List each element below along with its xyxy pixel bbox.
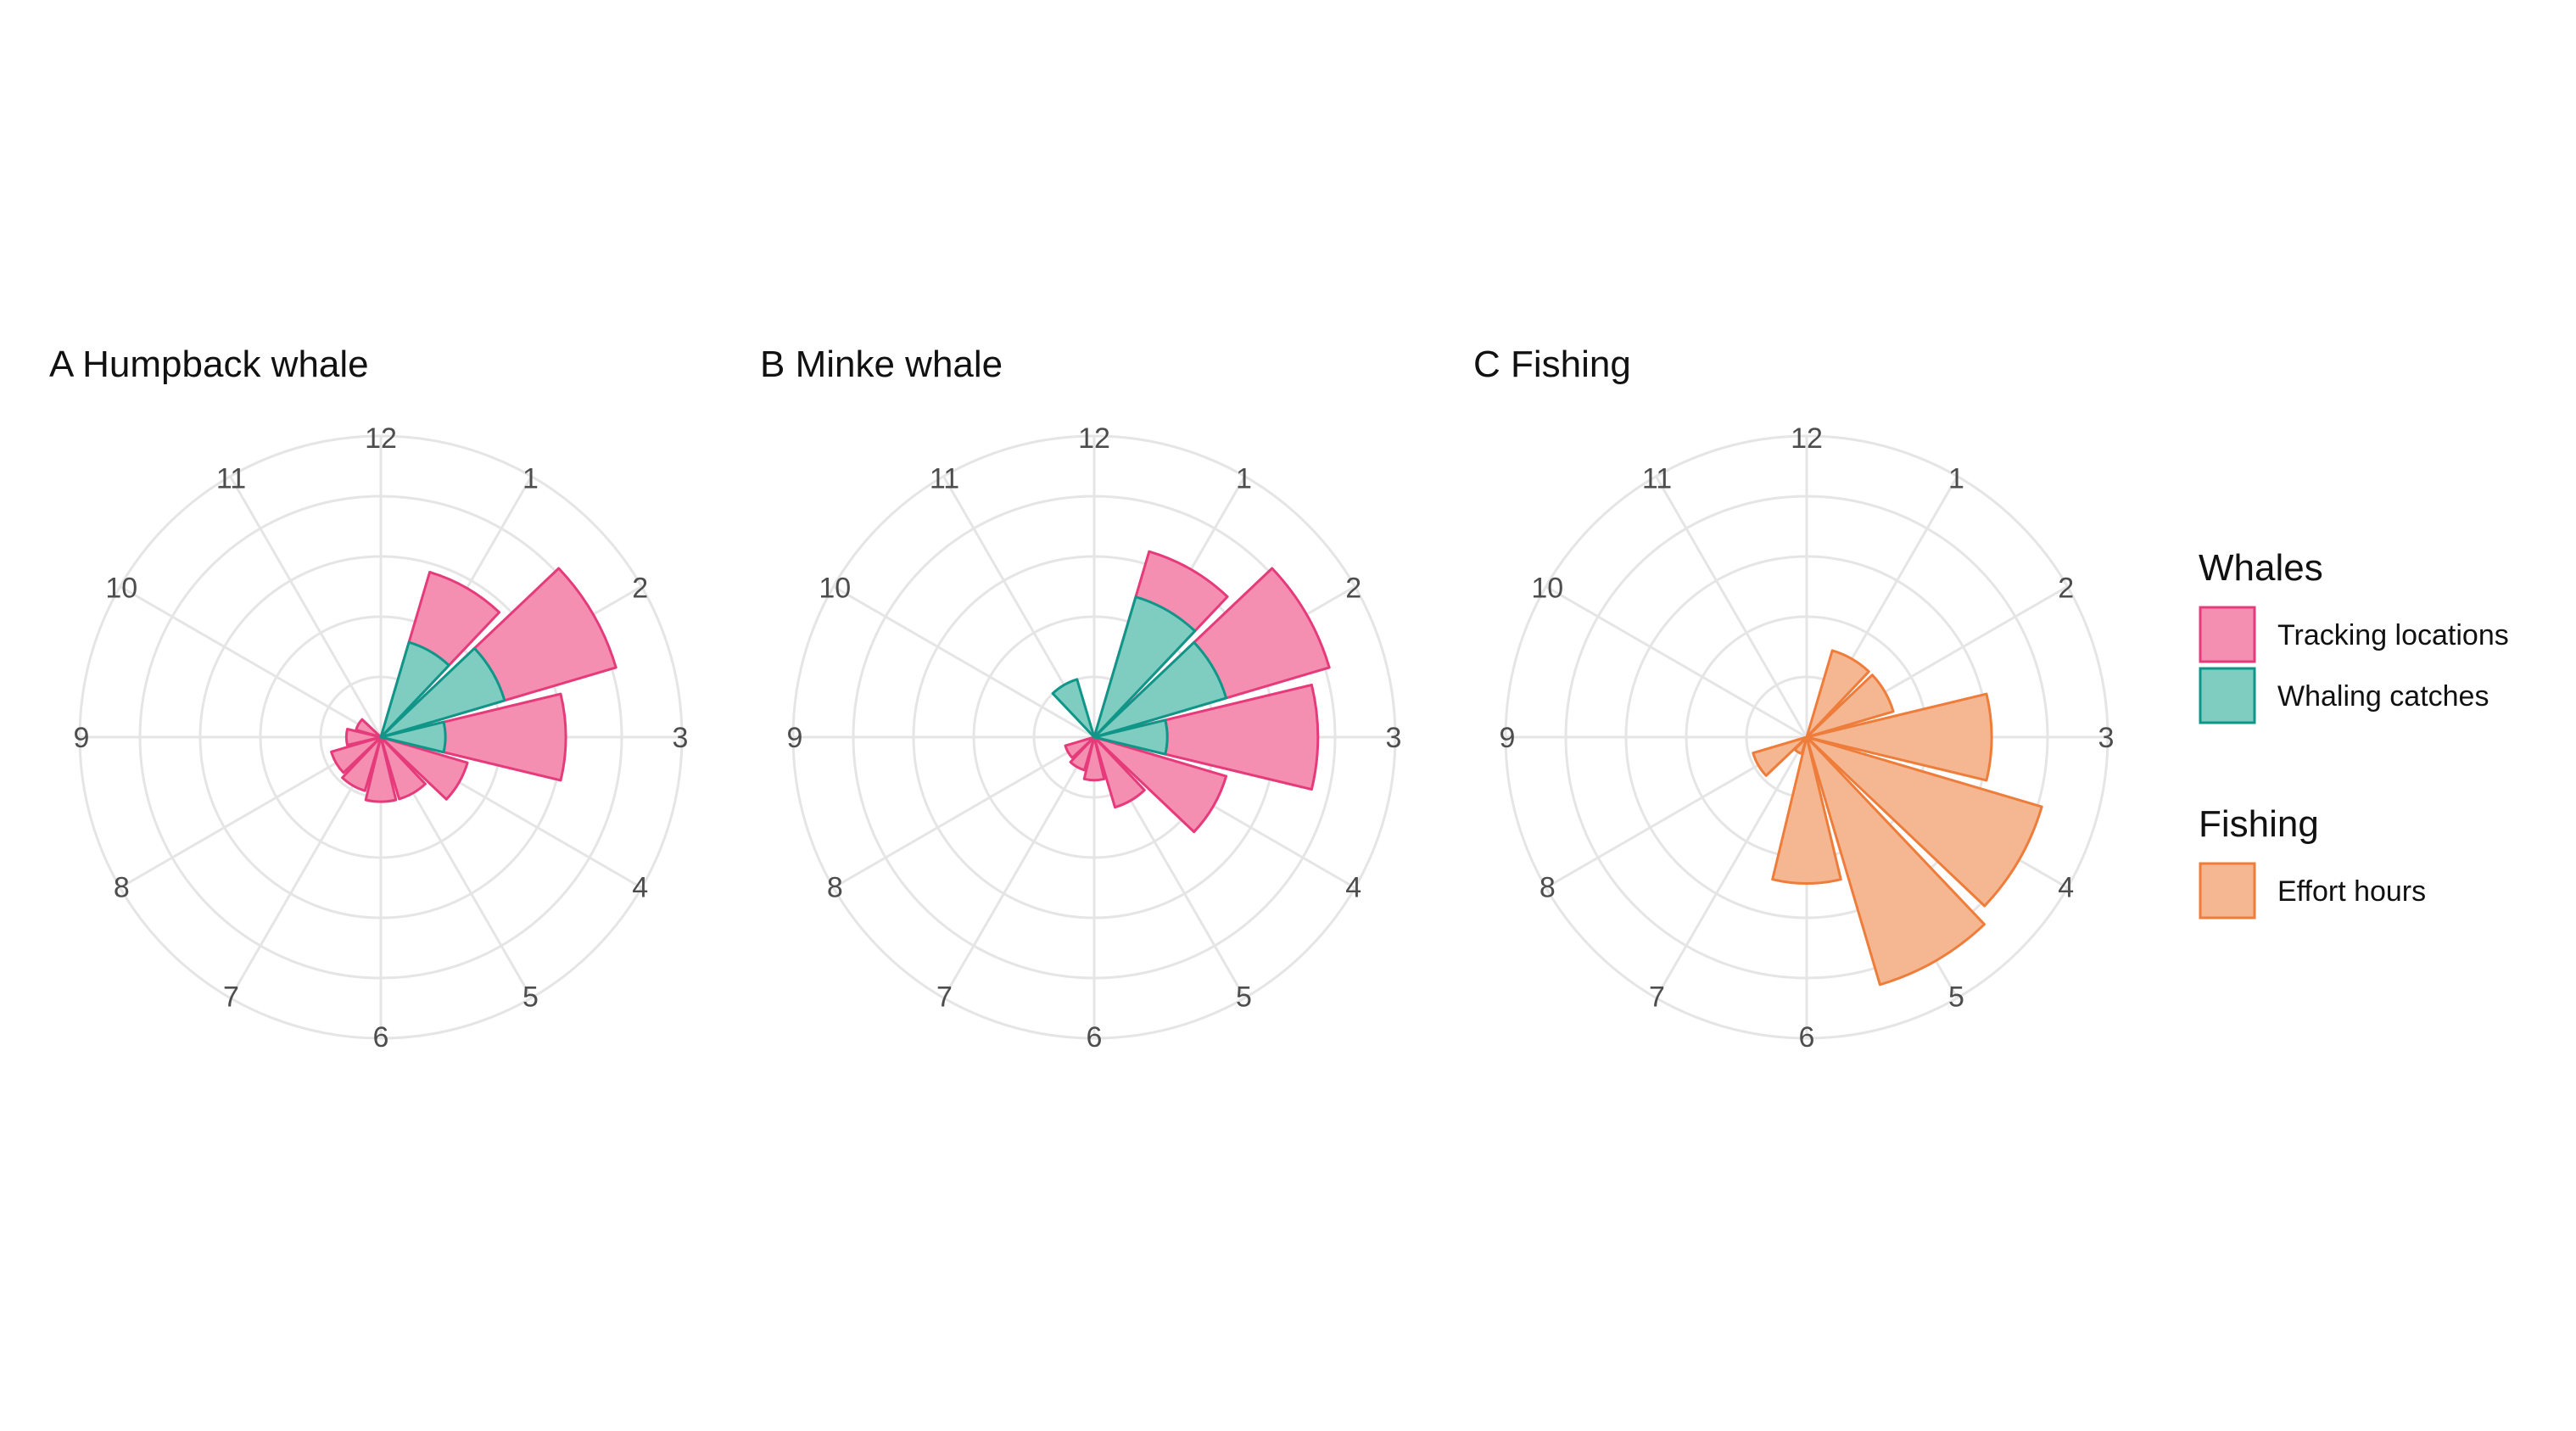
theta-label-7: 7 xyxy=(223,981,239,1014)
bar-tracking-locations-7 xyxy=(341,735,383,792)
bar-tracking-locations-4 xyxy=(1092,735,1228,834)
theta-label-1: 1 xyxy=(1948,462,1964,495)
grid-spoke xyxy=(1655,736,1808,999)
bar-tracking-locations-5 xyxy=(1092,735,1146,809)
bar-whaling-catches-2 xyxy=(379,646,506,739)
theta-label-6: 6 xyxy=(373,1021,389,1054)
theta-label-9: 9 xyxy=(787,722,803,754)
theta-label-6: 6 xyxy=(1799,1021,1815,1054)
legend-label-whaling-catches: Whaling catches xyxy=(2277,680,2489,713)
legend-swatch-whaling-catches xyxy=(2199,667,2256,724)
theta-label-4: 4 xyxy=(2058,872,2074,904)
series-effort-hours xyxy=(1752,649,2043,987)
series-whaling-catches xyxy=(379,640,506,754)
theta-label-4: 4 xyxy=(1345,872,1361,904)
legend-label-tracking-locations: Tracking locations xyxy=(2277,619,2509,651)
grid-spoke xyxy=(1655,475,1808,738)
theta-label-2: 2 xyxy=(2058,573,2074,605)
theta-label-12: 12 xyxy=(365,422,397,455)
bar-tracking-locations-4 xyxy=(379,735,469,801)
theta-label-3: 3 xyxy=(2098,722,2115,754)
bar-effort-hours-1 xyxy=(1805,649,1870,739)
legend: Whales Tracking locations Whaling catche… xyxy=(2199,547,2509,920)
grid-spoke xyxy=(229,475,383,738)
bar-effort-hours-6 xyxy=(1771,735,1842,885)
bar-effort-hours-4 xyxy=(1805,735,2043,908)
grid-spoke xyxy=(832,585,1095,739)
theta-label-11: 11 xyxy=(930,462,959,495)
grid-spoke xyxy=(1545,585,1808,739)
grid-spoke xyxy=(832,735,1095,889)
theta-label-3: 3 xyxy=(673,722,689,754)
theta-label-2: 2 xyxy=(632,573,648,605)
theta-label-11: 11 xyxy=(1642,462,1672,495)
series-whaling-catches xyxy=(1051,595,1228,756)
bar-effort-hours-8 xyxy=(1752,735,1808,777)
bar-tracking-locations-9 xyxy=(344,728,383,746)
bar-tracking-locations-6 xyxy=(364,735,398,803)
legend-title-fishing: Fishing xyxy=(2199,803,2319,845)
theta-label-8: 8 xyxy=(1539,872,1556,904)
theta-label-10: 10 xyxy=(819,573,851,605)
theta-label-4: 4 xyxy=(632,872,648,904)
bar-effort-hours-2 xyxy=(1805,674,1895,739)
theta-label-12: 12 xyxy=(1791,422,1823,455)
theta-label-7: 7 xyxy=(936,981,953,1014)
theta-label-8: 8 xyxy=(114,872,130,904)
theta-label-5: 5 xyxy=(522,981,539,1014)
bar-tracking-locations-8 xyxy=(330,735,383,774)
theta-label-1: 1 xyxy=(522,462,539,495)
theta-label-2: 2 xyxy=(1345,573,1361,605)
bar-tracking-locations-6 xyxy=(1082,735,1106,782)
theta-label-6: 6 xyxy=(1087,1021,1103,1054)
theta-label-9: 9 xyxy=(74,722,90,754)
bar-tracking-locations-10 xyxy=(355,718,383,739)
bar-tracking-locations-5 xyxy=(379,735,427,801)
theta-label-11: 11 xyxy=(216,462,246,495)
theta-label-3: 3 xyxy=(1386,722,1402,754)
legend-swatch-tracking-locations xyxy=(2199,606,2256,663)
bar-effort-hours-3 xyxy=(1805,692,1993,782)
grid-spoke xyxy=(942,736,1096,999)
theta-label-10: 10 xyxy=(105,573,137,605)
legend-label-effort-hours: Effort hours xyxy=(2277,875,2426,908)
bar-whaling-catches-3 xyxy=(1092,718,1169,756)
bar-whaling-catches-1 xyxy=(379,640,450,739)
theta-label-5: 5 xyxy=(1948,981,1964,1014)
theta-label-7: 7 xyxy=(1649,981,1665,1014)
theta-label-1: 1 xyxy=(1236,462,1252,495)
bar-whaling-catches-11 xyxy=(1051,678,1096,739)
legend-swatch-effort-hours xyxy=(2199,862,2256,920)
theta-label-8: 8 xyxy=(827,872,843,904)
theta-label-9: 9 xyxy=(1500,722,1516,754)
legend-title-whales: Whales xyxy=(2199,547,2323,589)
theta-label-5: 5 xyxy=(1236,981,1252,1014)
bar-effort-hours-5 xyxy=(1805,735,1986,987)
bar-whaling-catches-2 xyxy=(1092,640,1228,739)
panel-title: B Minke whale xyxy=(760,344,1003,385)
theta-label-10: 10 xyxy=(1531,573,1563,605)
theta-label-12: 12 xyxy=(1078,422,1110,455)
grid-spoke xyxy=(119,585,382,739)
bar-tracking-locations-3 xyxy=(379,692,567,782)
bar-whaling-catches-1 xyxy=(1092,595,1197,739)
bar-tracking-locations-8 xyxy=(1064,735,1096,759)
panel-title: C Fishing xyxy=(1473,344,1631,385)
bar-whaling-catches-3 xyxy=(379,720,447,754)
bar-tracking-locations-7 xyxy=(1069,735,1096,772)
panel-title: A Humpback whale xyxy=(49,344,369,385)
bar-tracking-locations-3 xyxy=(1092,683,1320,791)
